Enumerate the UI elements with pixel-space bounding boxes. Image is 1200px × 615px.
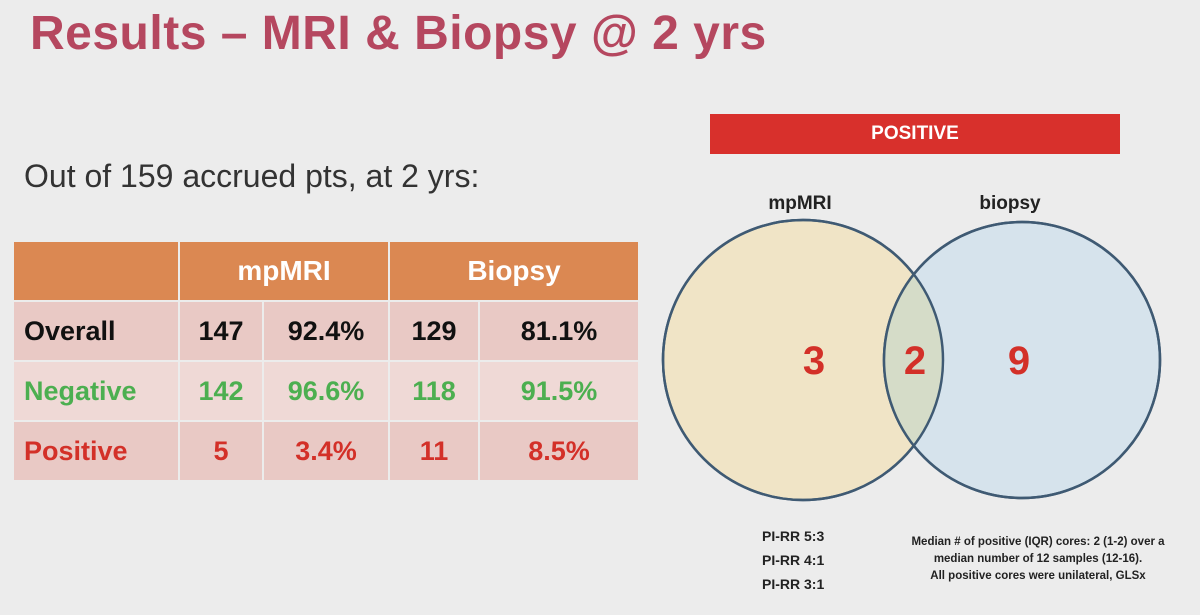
pirr-item: PI-RR 3:1 (762, 576, 825, 592)
slide-subtitle: Out of 159 accrued pts, at 2 yrs: (24, 158, 480, 194)
header-biopsy: Biopsy (390, 242, 638, 300)
table-row-positive: Positive 5 3.4% 11 8.5% (14, 422, 638, 480)
pirr-list: PI-RR 5:3 PI-RR 4:1 PI-RR 3:1 (762, 524, 824, 596)
slide-title: Results – MRI & Biopsy @ 2 yrs (30, 7, 767, 60)
mri-count: 142 (180, 362, 262, 420)
mri-percent: 92.4% (264, 302, 388, 360)
venn-count-mpmri-only: 3 (803, 339, 825, 383)
mri-count: 5 (180, 422, 262, 480)
row-label: Positive (14, 422, 178, 480)
row-label: Overall (14, 302, 178, 360)
cores-note: Median # of positive (IQR) cores: 2 (1-2… (880, 534, 1196, 585)
venn-count-overlap: 2 (904, 339, 926, 383)
venn-outline-mpmri (661, 218, 945, 502)
biopsy-percent: 91.5% (480, 362, 638, 420)
biopsy-percent: 8.5% (480, 422, 638, 480)
biopsy-count: 129 (390, 302, 478, 360)
biopsy-count: 11 (390, 422, 478, 480)
table-header-row: mpMRI Biopsy (14, 242, 638, 300)
venn-label-biopsy: biopsy (979, 193, 1041, 214)
venn-count-biopsy-only: 9 (1008, 339, 1030, 383)
venn-label-mpmri: mpMRI (768, 193, 831, 214)
mri-count: 147 (180, 302, 262, 360)
venn-diagram: mpMRI biopsy 3 2 9 (661, 193, 1162, 502)
header-mpmri: mpMRI (180, 242, 388, 300)
positive-banner: POSITIVE (710, 114, 1120, 154)
mri-percent: 3.4% (264, 422, 388, 480)
note-line: median number of 12 samples (12-16). (933, 553, 1143, 565)
table-row-overall: Overall 147 92.4% 129 81.1% (14, 302, 638, 360)
pirr-item: PI-RR 5:3 (762, 528, 825, 544)
header-blank (14, 242, 178, 300)
table-row-negative: Negative 142 96.6% 118 91.5% (14, 362, 638, 420)
venn-outline-biopsy (882, 220, 1162, 500)
note-line: Median # of positive (IQR) cores: 2 (1-2… (911, 536, 1165, 548)
biopsy-percent: 81.1% (480, 302, 638, 360)
pirr-item: PI-RR 4:1 (762, 552, 825, 568)
results-table: mpMRI Biopsy Overall 147 92.4% 129 81.1%… (12, 240, 640, 482)
mri-percent: 96.6% (264, 362, 388, 420)
biopsy-count: 118 (390, 362, 478, 420)
row-label: Negative (14, 362, 178, 420)
note-line: All positive cores were unilateral, GLSx (930, 570, 1146, 582)
